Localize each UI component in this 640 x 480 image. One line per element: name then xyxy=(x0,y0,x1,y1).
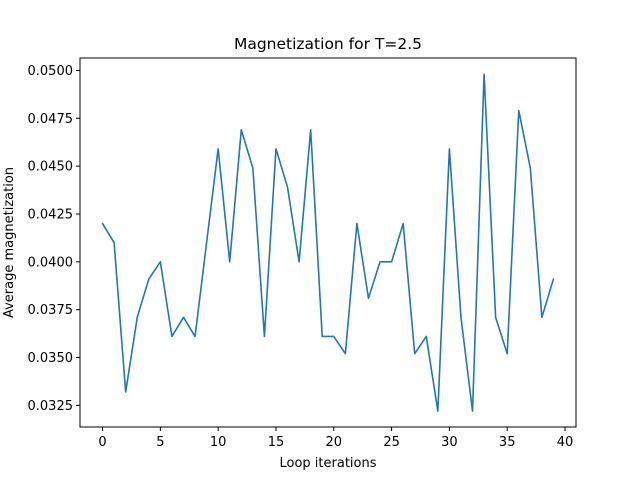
x-tick-label: 20 xyxy=(326,435,343,450)
x-tick-label: 35 xyxy=(499,435,516,450)
x-tick-label: 40 xyxy=(557,435,574,450)
x-axis-label: Loop iterations xyxy=(280,456,377,471)
y-tick-label: 0.0475 xyxy=(28,112,74,127)
y-tick-label: 0.0400 xyxy=(28,255,74,270)
chart-title: Magnetization for T=2.5 xyxy=(234,35,422,53)
y-tick-label: 0.0425 xyxy=(28,207,74,222)
x-tick-label: 0 xyxy=(98,435,106,450)
x-tick-label: 5 xyxy=(156,435,164,450)
y-tick-label: 0.0375 xyxy=(28,303,74,318)
y-axis-label: Average magnetization xyxy=(2,167,17,318)
y-tick-label: 0.0450 xyxy=(28,160,74,175)
x-tick-label: 25 xyxy=(383,435,400,450)
x-tick-label: 15 xyxy=(268,435,285,450)
y-tick-label: 0.0350 xyxy=(28,351,74,366)
axis-ticks: 0 5 10 15 20 25 30 35 40 0.0325 0.0350 0.0375 0.0400… xyxy=(28,64,574,450)
plot-frame xyxy=(79,57,577,428)
y-tick-label: 0.0325 xyxy=(28,399,74,414)
x-tick-label: 30 xyxy=(441,435,458,450)
series-line xyxy=(101,73,555,412)
y-tick-label: 0.0500 xyxy=(28,64,74,79)
series-layer xyxy=(101,73,555,412)
plot-area xyxy=(80,58,576,427)
x-tick-label: 10 xyxy=(210,435,227,450)
